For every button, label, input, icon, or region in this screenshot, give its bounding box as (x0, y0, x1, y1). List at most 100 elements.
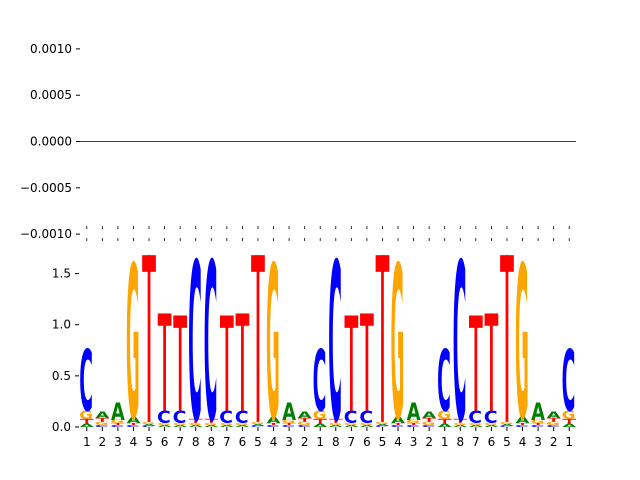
svg-text:G: G (126, 224, 140, 468)
logo-letter-T (546, 417, 561, 422)
svg-text:A: A (438, 423, 452, 428)
logo-letter-A: A (422, 411, 436, 421)
svg-text:C: C (344, 408, 358, 428)
logo-column: AGC (79, 333, 94, 431)
svg-text:G: G (406, 419, 420, 424)
logo-letter-T (391, 422, 405, 425)
top-ytick-label: 0.0000 (30, 135, 72, 149)
logo-column: CAG (250, 255, 265, 427)
logo-letter-T (468, 315, 483, 411)
logo-letter-T (313, 418, 328, 424)
logo-letter-T (142, 255, 156, 422)
svg-text:A: A (360, 425, 374, 428)
svg-text:G: G (468, 422, 482, 425)
logo-letter-A: A (531, 397, 545, 425)
logo-ytick-label: 0.0 (52, 420, 71, 434)
logo-letter-C: C (313, 333, 327, 431)
logo-letter-T (111, 422, 125, 425)
logo-letter-A: A (95, 411, 109, 421)
svg-text:G: G (437, 409, 451, 422)
logo-letter-A: A (189, 425, 203, 428)
logo-xtick-label: 3 (285, 435, 293, 449)
logo-letter-A: A (127, 416, 141, 426)
logo-xtick-label: 5 (145, 435, 153, 449)
logo-letter-G: G (110, 419, 124, 424)
logo-letter-T (531, 422, 545, 425)
svg-text:C: C (562, 333, 576, 431)
logo-column: AGC (437, 333, 452, 431)
svg-text:G: G (453, 422, 467, 425)
logo-xtick-label: 6 (161, 435, 169, 449)
logo-letter-C: C (79, 333, 93, 431)
svg-text:A: A (111, 397, 125, 425)
svg-text:A: A (376, 424, 390, 427)
logo-letter-A: A (329, 425, 343, 428)
svg-text:C: C (266, 425, 280, 428)
logo-letter-G: G (422, 421, 436, 426)
logo-letter-C: C (468, 408, 482, 428)
logo-xtick-label: 8 (332, 435, 340, 449)
svg-text:G: G (422, 421, 436, 426)
logo-letter-T (126, 422, 141, 425)
svg-text:C: C (110, 425, 124, 428)
logo-xtick-label: 3 (114, 435, 122, 449)
svg-text:A: A (251, 424, 265, 427)
svg-text:G: G (188, 422, 202, 425)
svg-text:A: A (204, 425, 218, 428)
logo-xtick-label: 1 (565, 435, 573, 449)
logo-letter-A: A (298, 411, 312, 421)
logo-letter-C: C (281, 425, 295, 428)
svg-text:A: A (189, 425, 203, 428)
svg-text:G: G (515, 224, 529, 468)
logo-letter-A: A (376, 424, 390, 427)
logo-column: AGC (313, 333, 328, 431)
logo-letter-A: A (438, 423, 452, 428)
logo-column: AGC (204, 219, 219, 471)
svg-text:A: A (80, 423, 94, 428)
logo-letter-G: G (313, 409, 327, 422)
logo-xtick-label: 4 (130, 435, 138, 449)
logo-letter-C: C (266, 425, 280, 428)
logo-letter-T (95, 417, 110, 422)
logo-letter-T (204, 418, 219, 423)
svg-text:G: G (204, 422, 218, 425)
logo-column: AGC (328, 219, 343, 471)
logo-letter-G: G (437, 409, 451, 422)
logo-column: CAG (499, 255, 514, 427)
svg-text:G: G (562, 409, 576, 422)
svg-text:G: G (250, 421, 264, 424)
svg-text:A: A (469, 425, 483, 428)
logo-letter-G: G (515, 224, 529, 468)
logo-letter-T (500, 255, 514, 422)
logo-letter-A: A (453, 425, 467, 428)
svg-text:A: A (547, 411, 561, 421)
logo-column: AGC (453, 219, 468, 471)
logo-letter-A: A (500, 424, 514, 427)
svg-text:G: G (375, 421, 389, 424)
svg-text:C: C (437, 333, 451, 431)
top-panel: 0.0010 0.0005 0.0000 −0.0005 −0.0010 (20, 42, 576, 241)
logo-xtick-label: 2 (425, 435, 433, 449)
svg-text:G: G (110, 419, 124, 424)
logo-letter-T (422, 417, 437, 422)
logo-letter-A: A (282, 397, 296, 425)
svg-text:G: G (266, 224, 280, 468)
svg-text:C: C (126, 425, 140, 428)
logo-column: AGC (157, 313, 172, 428)
svg-text:A: A (531, 397, 545, 425)
svg-text:G: G (546, 421, 560, 426)
logo-column: CGA (95, 411, 110, 428)
logo-letter-T (484, 313, 499, 411)
svg-text:C: C (157, 408, 171, 428)
logo-letter-A: A (407, 397, 421, 425)
logo-letter-G: G (79, 409, 93, 422)
svg-text:A: A (329, 425, 343, 428)
logo-column: AGC (562, 333, 577, 431)
logo-letter-G: G (344, 422, 358, 425)
logo-xtick-label: 2 (99, 435, 107, 449)
logo-ytick-label: 0.5 (52, 369, 71, 383)
logo-letter-G: G (391, 224, 405, 468)
top-ytick-label: −0.0010 (20, 227, 72, 241)
logo-letter-T (328, 418, 343, 423)
